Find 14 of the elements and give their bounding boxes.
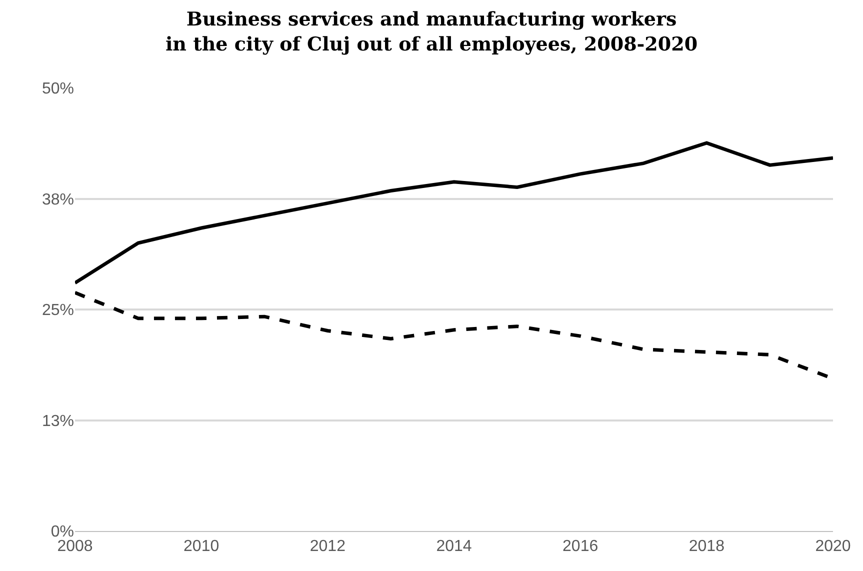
x-tick-label: 2018 <box>688 538 725 556</box>
x-tick-label: 2008 <box>57 538 93 556</box>
x-tick-label: 2014 <box>436 538 472 556</box>
x-tick-label: 2010 <box>184 538 220 556</box>
y-tick-label: 13% <box>42 412 74 430</box>
y-tick-label: 25% <box>42 302 74 320</box>
line-series <box>75 141 833 285</box>
y-tick-label: 50% <box>42 80 74 98</box>
chart-title: Business services and manufacturing workers in the city of Cluj out of all employees, 2008-2020 <box>165 8 698 56</box>
y-tick-label: 38% <box>42 191 74 208</box>
x-tick-label: 2012 <box>310 538 346 556</box>
y-tick-label: 0% <box>50 524 74 541</box>
x-tick-label: 2020 <box>815 538 851 556</box>
x-tick-label: 2016 <box>562 538 598 556</box>
